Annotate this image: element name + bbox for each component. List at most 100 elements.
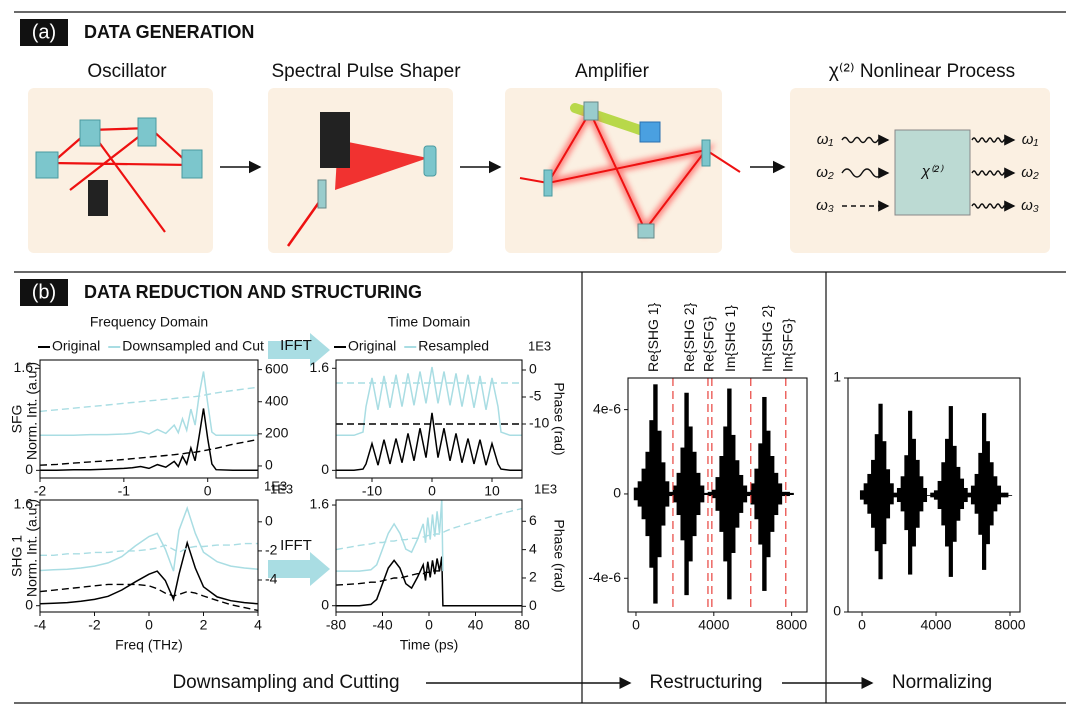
y2-tick-label: -4 — [265, 571, 278, 587]
range-bar — [893, 492, 898, 498]
legend-label: Downsampled and Cut — [122, 338, 264, 354]
range-bar — [989, 462, 994, 526]
range-bar — [1000, 492, 1005, 498]
y2-tick-label: -10 — [529, 415, 549, 431]
range-bar — [945, 438, 950, 547]
panel-label: (a) — [32, 21, 56, 43]
range-bar — [941, 462, 946, 526]
x-axis-label: Freq (THz) — [115, 637, 183, 653]
x-tick-label: 0 — [428, 483, 436, 499]
x-tick-label: -4 — [34, 617, 47, 633]
x-offset-label: 1E3 — [534, 481, 557, 496]
step-label: Restructuring — [650, 672, 763, 693]
range-bar — [915, 459, 920, 528]
panel-label-box — [20, 19, 68, 46]
range-bar — [871, 459, 876, 528]
x-offset-label: 1E3 — [270, 481, 293, 496]
range-bar — [911, 438, 916, 547]
y2-offset-label: 1E3 — [528, 338, 551, 353]
pulse-shaper-illustration — [286, 112, 437, 247]
y-tick-label: 4e-6 — [593, 400, 621, 416]
panel-title: DATA REDUCTION AND STRUCTURING — [84, 282, 422, 302]
x-tick-label: 4000 — [698, 617, 729, 633]
transform-label: IFFT — [280, 537, 312, 554]
range-bar — [908, 410, 913, 575]
row-label: SFG — [9, 405, 25, 434]
range-bar — [970, 485, 976, 505]
ifft-arrow — [268, 333, 330, 367]
segment-label: Im{SHG 1} — [722, 305, 738, 372]
x-tick-label: 4 — [254, 617, 262, 633]
panel-label: (b) — [32, 281, 56, 303]
range-bar — [952, 445, 957, 542]
x-tick-label: -2 — [88, 617, 101, 633]
segment-label: Re{SFG} — [701, 316, 717, 372]
segment-label: Re{SHG 1} — [645, 302, 661, 372]
output-label: ω₃ — [1021, 197, 1039, 214]
y-axis-label: Norm. Int. (a.u.) — [24, 362, 40, 460]
intensity-line — [336, 556, 522, 607]
process-symbol: χ⁽²⁾ — [920, 163, 944, 180]
x-tick-label: 2 — [200, 617, 208, 633]
plot-frame — [627, 377, 808, 613]
x-tick-label: -1 — [118, 483, 131, 499]
y-tick-label: 1 — [833, 369, 841, 385]
y2-tick-label: -5 — [529, 388, 542, 404]
phase-line — [40, 386, 258, 413]
range-bar — [985, 441, 990, 545]
range-bar — [974, 473, 979, 514]
range-bar — [956, 466, 961, 521]
plot-frame — [847, 377, 1021, 613]
y-tick-label: 1.6 — [310, 496, 330, 512]
y2-tick-label: 6 — [529, 512, 537, 528]
chart-title: Frequency Domain — [90, 314, 208, 330]
panel-label-box — [20, 279, 68, 306]
y-tick-label: 1.6 — [310, 359, 330, 375]
x-tick-label: 0 — [632, 617, 640, 633]
range-bar — [978, 452, 983, 535]
y2-tick-label: 0 — [265, 457, 273, 473]
segment-label: Im{SHG 2} — [759, 305, 775, 372]
range-bar — [933, 490, 939, 500]
range-bar — [930, 492, 935, 498]
phase-line — [40, 438, 258, 466]
legend-label: Original — [52, 338, 100, 354]
segment-label: Im{SFG} — [779, 318, 795, 372]
phase-line — [336, 570, 443, 586]
range-bar — [982, 413, 987, 570]
stage-title: Oscillator — [87, 61, 167, 82]
range-bar — [889, 483, 894, 505]
amplifier-illustration — [519, 101, 741, 239]
y-tick-label: 1.6 — [14, 359, 34, 375]
plot-frame — [39, 499, 259, 613]
range-bar — [882, 441, 887, 545]
step-label: Downsampling and Cutting — [172, 672, 399, 693]
input-label: ω₃ — [816, 197, 834, 214]
y-tick-label: 1.6 — [14, 496, 34, 512]
x-tick-label: -10 — [362, 483, 382, 499]
chart-title: Time Domain — [388, 314, 471, 330]
y2-tick-label: -2 — [265, 542, 278, 558]
range-bar — [922, 487, 928, 503]
y2-tick-label: 2 — [529, 569, 537, 585]
range-bar — [926, 495, 931, 496]
y2-tick-label: 0 — [265, 513, 273, 529]
range-bar — [1004, 492, 1009, 498]
y2-tick-label: 600 — [265, 360, 289, 376]
range-bar — [904, 455, 909, 531]
intensity-line — [40, 408, 258, 472]
intensity-line — [40, 540, 258, 605]
y-tick-label: 0 — [613, 485, 621, 501]
intensity-line — [40, 371, 258, 437]
range-bar — [896, 487, 902, 503]
phase-line — [336, 507, 522, 551]
phase-line — [40, 583, 258, 612]
row-label: SHG 1 — [9, 535, 25, 577]
x-tick-label: 8000 — [994, 617, 1025, 633]
intensity-line — [40, 505, 258, 572]
range-bar — [996, 485, 1002, 505]
range-bar — [959, 478, 965, 510]
stage-title: Spectral Pulse Shaper — [271, 61, 461, 82]
